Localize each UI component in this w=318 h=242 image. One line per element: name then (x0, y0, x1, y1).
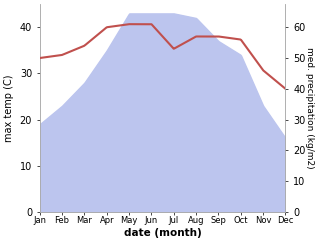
Y-axis label: med. precipitation (kg/m2): med. precipitation (kg/m2) (305, 47, 314, 169)
X-axis label: date (month): date (month) (124, 228, 202, 238)
Y-axis label: max temp (C): max temp (C) (4, 74, 14, 142)
